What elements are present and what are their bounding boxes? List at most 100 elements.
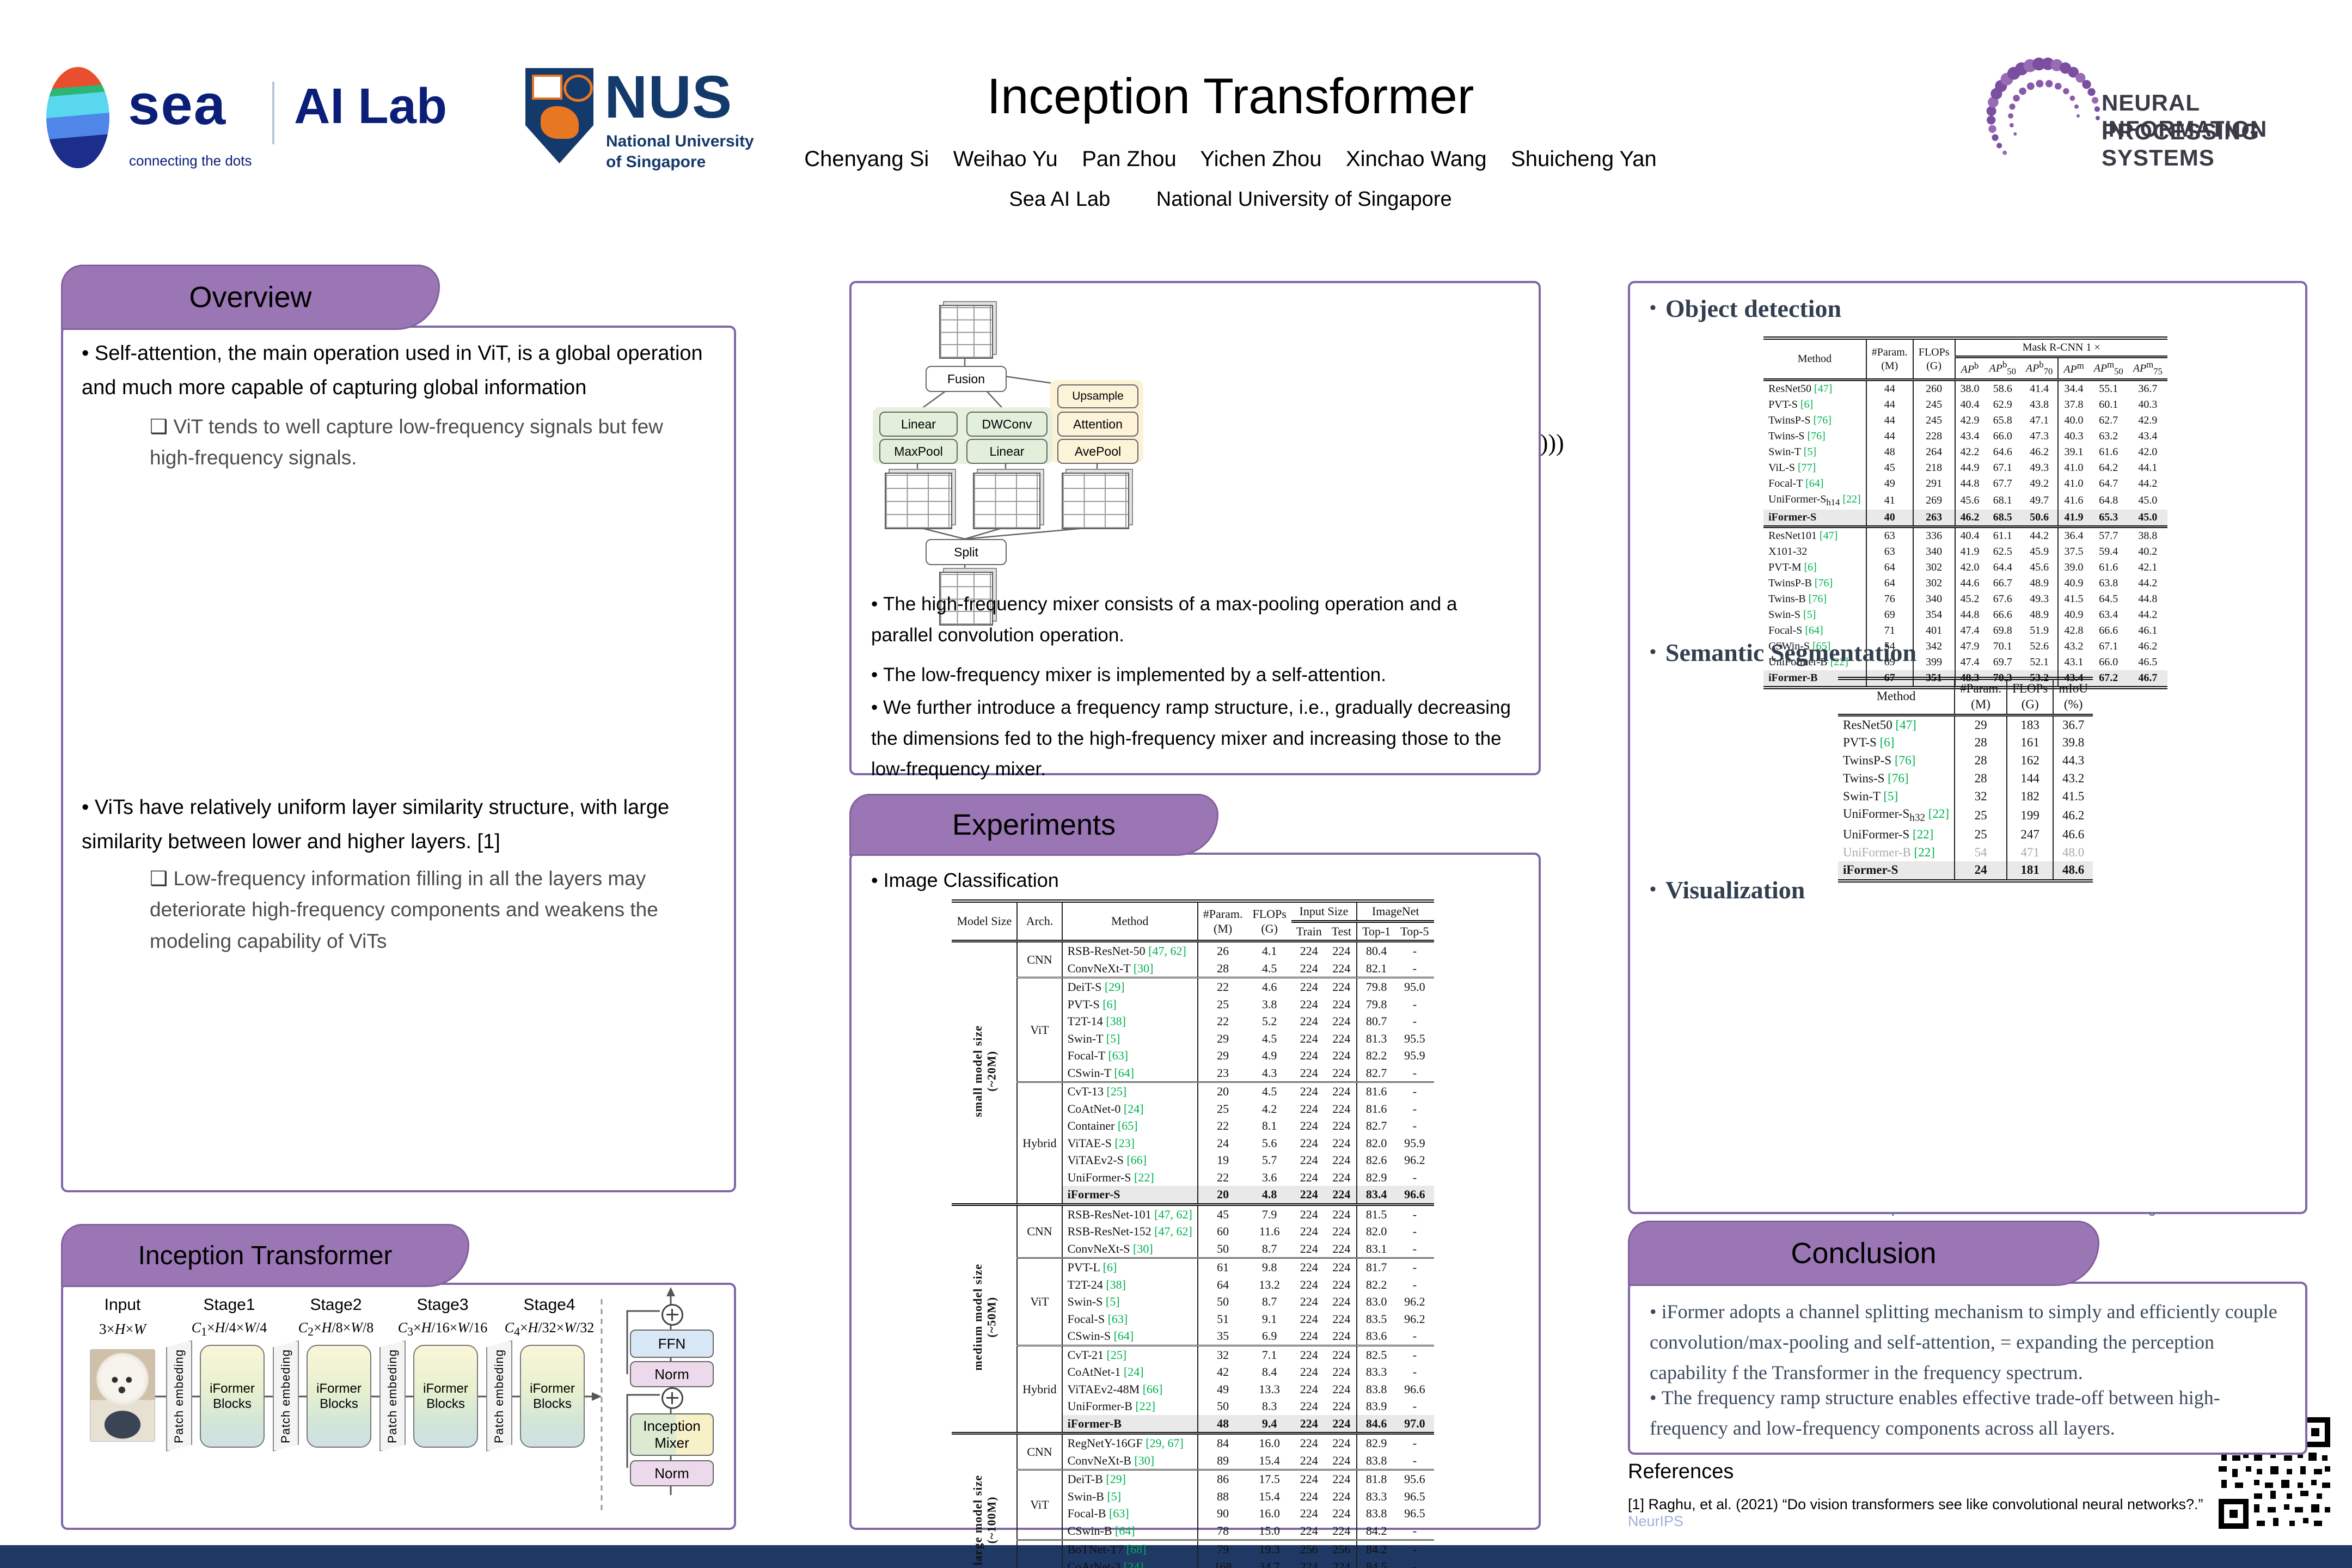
table-cell: 42.8 xyxy=(2057,623,2089,639)
table-cell: 96.5 xyxy=(1404,1506,1425,1520)
table-cell: 42.1 xyxy=(2138,561,2158,574)
ai-lab-logo-text: AI Lab xyxy=(294,78,448,134)
table-cell: 49.3 xyxy=(2030,462,2049,474)
table-cell: 16.0 xyxy=(1247,1432,1291,1452)
neurips-arc-icon xyxy=(1986,57,2100,155)
table-row: Swin-S [5] 50 8.7 224 224 83.0 96.2 xyxy=(952,1293,1434,1310)
table-cell: 40.9 xyxy=(2057,575,2089,592)
table-cell: 61.6 xyxy=(2099,561,2118,574)
table-cell: 83.4 xyxy=(1356,1186,1396,1204)
table-cell: Swin-B [5] xyxy=(1061,1487,1198,1505)
table-cell: 224 xyxy=(1332,1136,1351,1150)
table-cell: RSB-ResNet-152 [47, 62] xyxy=(1061,1223,1198,1240)
table-cell: ConvNeXt-S [30] xyxy=(1061,1240,1198,1258)
table-cell: 224 xyxy=(1291,977,1327,996)
table-cell: UniFormer-Sh32 [22] xyxy=(1838,805,1956,826)
table-cell: 88 xyxy=(1197,1487,1248,1505)
authors: Chenyang Si Weihao Yu Pan Zhou Yichen Zh… xyxy=(804,147,1657,171)
table-cell: 60 xyxy=(1197,1223,1248,1240)
table-cell: 44.6 xyxy=(1954,575,1984,592)
classification-table: Model Size Arch. Method #Param. (M) FLOPs (G) I… xyxy=(859,899,1527,1568)
table-cell: 46.2 xyxy=(2030,446,2049,458)
arch-stage1-dim: C1×H/4×W/4 xyxy=(191,1320,267,1339)
table-cell: 82.6 xyxy=(1356,1152,1396,1169)
table-cell: 61 xyxy=(1197,1257,1248,1276)
table-cell: CoAtNet-3 [24] xyxy=(1061,1558,1198,1568)
patch-embedding-3: Patch embeding xyxy=(379,1340,406,1451)
table-cell: 224 xyxy=(1326,1344,1357,1363)
table-cell: 81.6 xyxy=(1356,1100,1396,1117)
table-cell: 83.3 xyxy=(1356,1363,1396,1381)
table-cell: 49 xyxy=(1865,476,1913,492)
table-cell: - xyxy=(1412,1170,1417,1184)
object-detection-title: Object detection xyxy=(1650,294,1841,323)
table-cell: 218 xyxy=(1912,460,1955,476)
table-cell: 9.8 xyxy=(1247,1257,1291,1276)
table-cell: 224 xyxy=(1326,1081,1357,1100)
table-cell: 4.9 xyxy=(1261,1049,1277,1062)
table-cell: 224 xyxy=(1300,1049,1318,1062)
table-cell: 40.3 xyxy=(2138,399,2158,411)
table-cell: ViTAEv2-48M [66] xyxy=(1061,1380,1198,1398)
table-row: TwinsP-S [76] 44 245 42.9 65.8 47.1 40.0 62.7 42… xyxy=(1763,413,2167,429)
table-cell: 81.3 xyxy=(1356,1030,1396,1047)
table-cell: 15.4 xyxy=(1259,1489,1280,1503)
table-cell: 228 xyxy=(1912,428,1955,445)
table-cell: 63 xyxy=(1865,544,1913,560)
table-cell: 65.3 xyxy=(2088,510,2128,527)
inception-tab: Inception Transformer xyxy=(61,1224,469,1287)
overview-bullet-1: Self-attention, the main operation used … xyxy=(82,336,713,405)
table-cell: 96.5 xyxy=(1404,1489,1425,1503)
table-cell: ViT xyxy=(1016,1469,1062,1540)
table-cell: 224 xyxy=(1332,1014,1351,1028)
table-cell: 83.6 xyxy=(1356,1327,1396,1345)
table-cell: 82.5 xyxy=(1356,1344,1396,1363)
table-cell: 340 xyxy=(1912,591,1955,608)
table-cell: 19 xyxy=(1197,1152,1248,1169)
table-cell: 40.9 xyxy=(2057,607,2089,623)
table-row: iFormer-B 48 9.4 224 224 84.6 97.0 xyxy=(952,1414,1434,1434)
table-cell: 81.8 xyxy=(1356,1469,1396,1488)
table-cell: 37.8 xyxy=(2057,397,2089,413)
table-cell: 47.4 xyxy=(1954,623,1984,639)
table-cell: 224 xyxy=(1300,1506,1318,1520)
table-row: RSB-ResNet-152 [47, 62] 60 11.6 224 224 82.0 - xyxy=(952,1223,1434,1240)
table-cell: APb50 xyxy=(1984,357,2021,382)
table-cell: 401 xyxy=(1912,623,1955,639)
table-cell: Top-1 xyxy=(1356,921,1396,942)
table-cell: 45.2 xyxy=(1954,591,1984,608)
table-cell: DeiT-B [29] xyxy=(1061,1469,1198,1488)
table-cell: Test xyxy=(1326,921,1357,942)
attention-box: Attention xyxy=(1057,412,1138,437)
table-cell: 52.1 xyxy=(2030,656,2049,669)
table-cell: ResNet101 [47] xyxy=(1763,525,1867,544)
table-cell: T2T-24 [38] xyxy=(1061,1276,1198,1293)
table-cell: medium model size (~50M) xyxy=(952,1203,1018,1434)
table-row: Container [65] 22 8.1 224 224 82.7 - xyxy=(952,1117,1434,1135)
table-cell: 9.1 xyxy=(1261,1312,1277,1326)
table-cell: 144 xyxy=(2006,769,2054,788)
table-cell: 44.9 xyxy=(1954,460,1984,476)
table-cell: 291 xyxy=(1912,476,1955,492)
table-cell: - xyxy=(1412,1559,1417,1568)
table-cell: TwinsP-B [76] xyxy=(1763,575,1867,592)
table-cell: 224 xyxy=(1332,944,1351,958)
table-cell: 44 xyxy=(1865,397,1913,413)
table-row: ViT DeiT-B [29] 86 17.5 224 224 81.8 95.6 xyxy=(952,1469,1434,1540)
table-row: ViTAEv2-48M [66] 49 13.3 224 224 83.8 96.6 xyxy=(952,1380,1434,1398)
table-cell: 62.7 xyxy=(2099,414,2118,427)
arch-input-label: Input xyxy=(104,1296,141,1314)
table-cell: 4.5 xyxy=(1261,961,1277,975)
table-cell: 39.1 xyxy=(2057,444,2089,461)
table-row: Hybrid CvT-21 [25] 32 7.1 224 224 82.5- xyxy=(952,1344,1434,1434)
table-cell: 63.2 xyxy=(2099,430,2118,443)
table-cell: CNN xyxy=(1016,941,1062,978)
table-cell: 67.6 xyxy=(1993,593,2012,605)
table-cell: - xyxy=(1412,1329,1417,1343)
table-cell: 29 xyxy=(1197,1030,1248,1047)
experiments-tab-label: Experiments xyxy=(952,808,1116,841)
table-cell: Focal-B [63] xyxy=(1061,1505,1198,1522)
neurips-line2: PROCESSING SYSTEMS xyxy=(2102,119,2260,170)
table-cell: #Param. (M) xyxy=(1954,678,2007,716)
table-cell: - xyxy=(1412,961,1417,975)
